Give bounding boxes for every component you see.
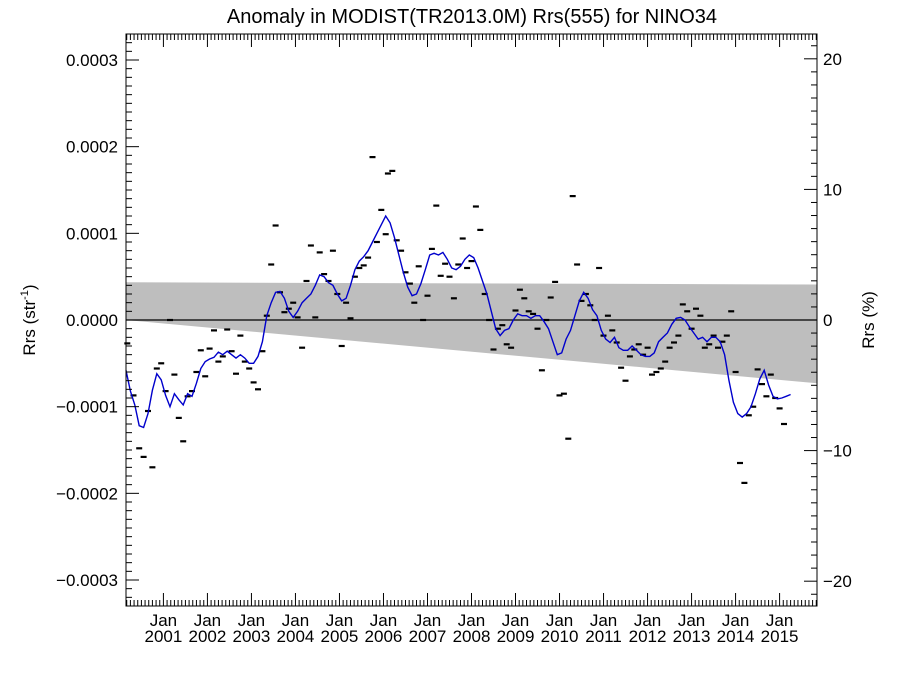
x-tick-month-1: Jan xyxy=(194,611,221,630)
y-left-tick-label-6: −0.0003 xyxy=(56,571,118,590)
x-tick-year-7: 2008 xyxy=(453,627,491,646)
y-axis-left-label-base: Rrs (str xyxy=(20,300,39,356)
x-tick-year-9: 2010 xyxy=(541,627,579,646)
x-tick-month-5: Jan xyxy=(370,611,397,630)
y-axis-left-label-sup: -1 xyxy=(19,290,31,300)
x-tick-month-2: Jan xyxy=(238,611,265,630)
x-tick-year-13: 2014 xyxy=(717,627,755,646)
x-tick-year-11: 2012 xyxy=(629,627,667,646)
y-axis-left-ticks: 0.0003 0.0002 0.0001 0.0000 −0.0001 −0.0002 −0… xyxy=(56,42,139,607)
y-left-tick-label-2: 0.0001 xyxy=(66,224,118,243)
x-tick-year-12: 2013 xyxy=(673,627,711,646)
y-axis-right-ticks: 20 10 0 −10 −20 xyxy=(804,45,852,595)
x-tick-month-3: Jan xyxy=(282,611,309,630)
band-area xyxy=(126,282,817,384)
y-left-tick-label-5: −0.0002 xyxy=(56,484,118,503)
x-tick-month-12: Jan xyxy=(678,611,705,630)
chart-title: Anomaly in MODIST(TR2013.0M) Rrs(555) fo… xyxy=(227,6,717,28)
x-tick-year-5: 2006 xyxy=(365,627,403,646)
x-tick-year-1: 2002 xyxy=(189,627,227,646)
y-axis-left-label-close: ) xyxy=(20,284,39,290)
y-left-tick-label-0: 0.0003 xyxy=(66,51,118,70)
x-axis-ticks: Jan2001Jan2002Jan2003Jan2004Jan2005Jan20… xyxy=(126,34,817,646)
smoothed-anomaly-line xyxy=(125,214,791,429)
y-right-tick-label-2: 0 xyxy=(823,311,832,330)
x-tick-month-4: Jan xyxy=(326,611,353,630)
x-tick-year-0: 2001 xyxy=(144,627,182,646)
y-axis-right-label: Rrs (%) xyxy=(859,291,878,349)
x-tick-month-11: Jan xyxy=(634,611,661,630)
y-left-tick-label-3: 0.0000 xyxy=(66,311,118,330)
uncertainty-band xyxy=(126,282,817,384)
y-right-tick-label-3: −10 xyxy=(823,442,852,461)
x-tick-year-10: 2011 xyxy=(585,627,622,646)
y-right-tick-label-1: 10 xyxy=(823,180,842,199)
x-tick-month-7: Jan xyxy=(458,611,485,630)
x-tick-month-6: Jan xyxy=(414,611,441,630)
x-tick-year-2: 2003 xyxy=(233,627,271,646)
y-axis-left-label: Rrs (str-1) xyxy=(19,284,39,355)
x-tick-year-4: 2005 xyxy=(321,627,359,646)
x-tick-month-10: Jan xyxy=(590,611,617,630)
x-tick-month-0: Jan xyxy=(150,611,177,630)
x-tick-year-6: 2007 xyxy=(409,627,447,646)
y-left-tick-label-4: −0.0001 xyxy=(56,398,118,417)
x-tick-month-8: Jan xyxy=(502,611,529,630)
y-left-tick-label-1: 0.0002 xyxy=(66,138,118,157)
x-tick-year-14: 2015 xyxy=(761,627,799,646)
y-right-tick-label-4: −20 xyxy=(823,572,852,591)
series-line-0 xyxy=(125,214,791,429)
x-tick-month-14: Jan xyxy=(766,611,793,630)
x-tick-year-3: 2004 xyxy=(277,627,315,646)
x-tick-month-13: Jan xyxy=(722,611,749,630)
x-tick-month-9: Jan xyxy=(546,611,573,630)
x-tick-year-8: 2009 xyxy=(497,627,535,646)
y-right-tick-label-0: 20 xyxy=(823,50,842,69)
